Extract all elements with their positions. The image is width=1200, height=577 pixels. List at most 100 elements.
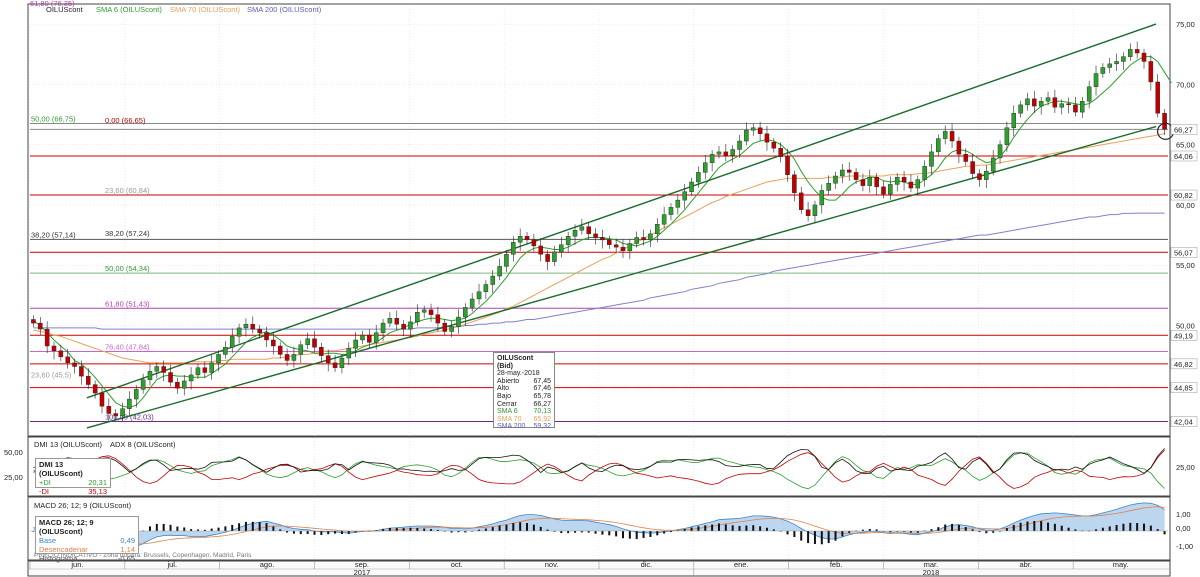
macd-histogram-bar <box>669 531 672 533</box>
candle-body <box>929 151 934 167</box>
candle-body <box>195 367 201 376</box>
month-label: ago. <box>260 560 275 569</box>
plus-di-line <box>33 452 1165 490</box>
candle-body <box>1114 61 1119 65</box>
macd-histogram-bar <box>546 529 549 531</box>
legend-symbol[interactable]: OILUScont <box>46 5 84 14</box>
macd-histogram-bar <box>608 531 611 536</box>
macd-legend[interactable]: MACD 26; 12; 9 (OILUScont) <box>34 501 132 510</box>
legend-sma200[interactable]: SMA 200 (OILUScont) <box>247 5 322 14</box>
macd-histogram-bar <box>1053 523 1056 531</box>
candle-body <box>778 148 783 157</box>
candle-body <box>620 246 626 251</box>
candle-body <box>716 151 722 155</box>
candle-body <box>833 175 838 184</box>
macd-histogram-bar <box>388 527 391 531</box>
macd-histogram-bar <box>423 528 426 531</box>
candle-body <box>613 244 619 248</box>
candle-body <box>853 172 859 180</box>
macd-histogram-bar <box>210 528 213 531</box>
candle-body <box>846 169 852 173</box>
macd-histogram-bar <box>745 525 748 531</box>
tooltip-title: OILUScont (Bid) <box>497 355 534 370</box>
macd-histogram-bar <box>203 529 206 531</box>
candle-body <box>922 166 927 180</box>
candle-body <box>641 237 646 241</box>
macd-histogram-bar <box>779 531 782 532</box>
macd-histogram-bar <box>299 531 302 535</box>
macd-histogram-bar <box>793 531 796 538</box>
macd-right-tick-1: 1,00 <box>1176 510 1191 519</box>
candle-body <box>65 356 70 364</box>
macd-histogram-bar <box>1136 523 1139 531</box>
macd-histogram-bar <box>478 529 481 531</box>
macd-histogram-bar <box>690 527 693 531</box>
price-labels: 66,27 64,06 60,82 56,07 49,19 46,82 44,85 42,04 <box>1170 124 1198 427</box>
macd-value: 0,49 <box>120 536 135 545</box>
month-label: abr. <box>1019 560 1032 569</box>
macd-histogram-bar <box>196 529 199 531</box>
macd-histogram-bar <box>1012 524 1015 531</box>
candle-body <box>456 316 461 327</box>
candle-body <box>86 375 91 385</box>
macd-histogram-bar <box>436 529 439 531</box>
candle-body <box>1004 127 1010 145</box>
legend-sma6[interactable]: SMA 6 (OILUScont) <box>96 5 162 14</box>
adx-legend[interactable]: ADX 8 (OILUScont) <box>110 440 176 449</box>
sma200-line <box>33 212 1165 330</box>
macd-histogram-bar <box>539 526 542 531</box>
macd-histogram-bar <box>642 531 645 538</box>
candle-body <box>565 236 571 245</box>
candle-body <box>840 169 845 177</box>
macd-histogram-bar <box>985 531 988 534</box>
macd-histogram-bar <box>896 531 899 532</box>
macd-histogram-bar <box>957 524 960 531</box>
candle-body <box>79 366 84 377</box>
macd-histogram-bar <box>505 524 508 531</box>
macd-histogram-bar <box>800 531 803 541</box>
candle-body <box>401 324 406 330</box>
candle-body <box>181 380 187 389</box>
dmi-legend[interactable]: DMI 13 (OILUScont) <box>34 440 102 449</box>
macd-histogram-bar <box>663 531 666 534</box>
macd-histogram-bar <box>827 531 830 544</box>
macd-histogram-bar <box>587 531 590 533</box>
candle-body <box>737 140 742 150</box>
macd-histogram-bar <box>272 526 275 531</box>
macd-box-title: MACD 26; 12; 9 (OILUScont) <box>39 518 94 536</box>
macd-histogram-bar <box>649 531 652 538</box>
macd-histogram-bar <box>738 525 741 531</box>
tooltip-date: 28-may.-2018 <box>497 370 540 378</box>
candle-body <box>490 275 495 285</box>
macd-histogram-bar <box>567 531 570 534</box>
candle-body <box>394 318 400 325</box>
candle-body <box>559 244 564 253</box>
candle-body <box>38 322 43 330</box>
candle-body <box>703 162 708 173</box>
candle-body <box>764 133 770 143</box>
candle-body <box>360 334 365 341</box>
candle-body <box>1162 113 1167 130</box>
macd-histogram-bar <box>491 527 494 531</box>
candle-body <box>1134 49 1140 54</box>
candle-body <box>223 346 228 355</box>
candle-body <box>415 312 420 323</box>
macd-histogram-bar <box>402 528 405 531</box>
macd-histogram-bar <box>1047 522 1050 531</box>
macd-histogram-bar <box>1101 527 1104 531</box>
macd-histogram-bar <box>443 531 446 532</box>
macd-histogram-bar <box>361 531 364 532</box>
macd-histogram-bar <box>820 531 823 545</box>
macd-histogram-bar <box>292 531 295 534</box>
legend-sma70[interactable]: SMA 70 (OILUScont) <box>170 5 241 14</box>
macd-histogram-bar <box>731 525 734 531</box>
year-label: 2017 <box>354 568 371 577</box>
macd-histogram-bar <box>807 531 810 544</box>
fib-level-label: 50,00 (54,34) <box>105 264 150 273</box>
candle-body <box>517 236 523 243</box>
macd-histogram-bar <box>347 531 350 534</box>
candle-body <box>1155 81 1160 114</box>
